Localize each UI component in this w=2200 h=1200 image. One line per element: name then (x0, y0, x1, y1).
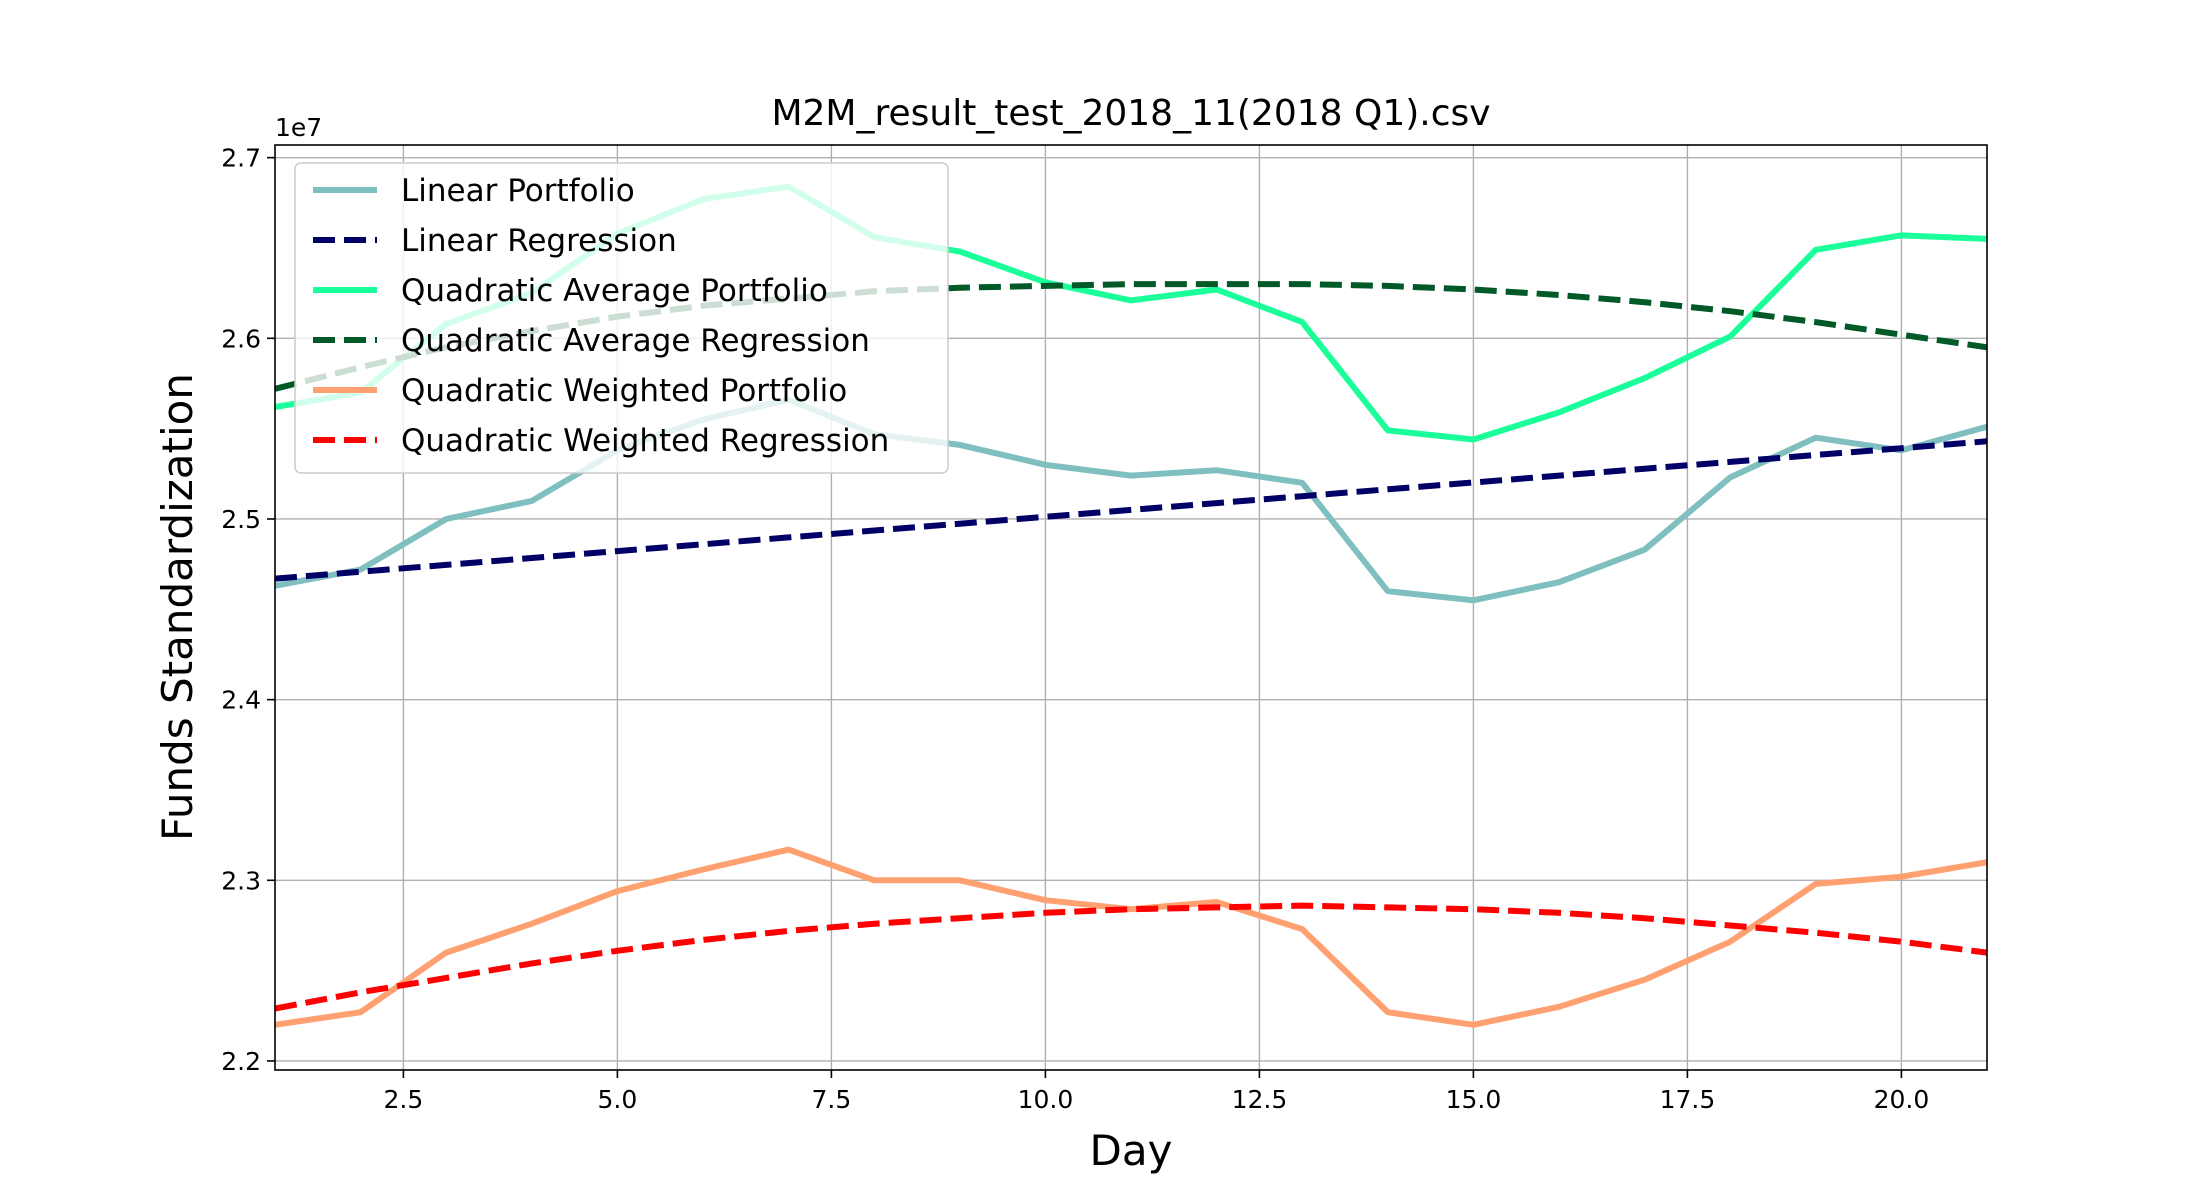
x-axis: 2.5 5.0 7.5 10.0 12.5 15.0 17.5 20.0 (384, 1070, 1930, 1114)
x-tick-label: 7.5 (812, 1085, 852, 1114)
y-tick-label: 2.4 (221, 686, 261, 715)
series-line-linear-portfolio (275, 396, 1987, 604)
legend: Linear Portfolio Linear Regression Quadrat… (294, 162, 949, 474)
series-line-quadratic-weighted-regression (275, 902, 1987, 1012)
series-line-quadratic-weighted-portfolio (275, 846, 1987, 1028)
legend-label: Quadratic Weighted Regression (401, 423, 889, 459)
x-tick-label: 20.0 (1874, 1085, 1930, 1114)
x-tick-label: 17.5 (1660, 1085, 1716, 1114)
y-axis-label: Funds Standardization (153, 373, 202, 841)
grid (275, 145, 1987, 1070)
x-tick-label: 10.0 (1018, 1085, 1074, 1114)
y-tick-label: 2.3 (221, 866, 261, 895)
legend-label: Quadratic Average Portfolio (401, 273, 828, 309)
series-line-linear-regression (275, 438, 1987, 582)
legend-label: Quadratic Weighted Portfolio (401, 373, 847, 409)
legend-label: Quadratic Average Regression (401, 323, 870, 359)
x-tick-label: 12.5 (1232, 1085, 1288, 1114)
y-tick-label: 2.7 (221, 144, 261, 173)
legend-label: Linear Portfolio (401, 173, 635, 209)
y-tick-label: 2.5 (221, 505, 261, 534)
y-tick-label: 2.6 (221, 324, 261, 353)
y-offset-label: 1e7 (275, 113, 322, 142)
y-tick-label: 2.2 (221, 1047, 261, 1076)
x-axis-label: Day (1090, 1126, 1173, 1175)
x-tick-label: 2.5 (384, 1085, 424, 1114)
legend-label: Linear Regression (401, 223, 677, 259)
x-tick-label: 5.0 (598, 1085, 638, 1114)
x-tick-label: 15.0 (1446, 1085, 1502, 1114)
legend-box (294, 162, 949, 474)
chart-title: M2M_result_test_2018_11(2018 Q1).csv (771, 93, 1490, 134)
plot-frame (274, 144, 1988, 1071)
y-axis: 2.2 2.3 2.4 2.5 2.6 2.7 (221, 144, 275, 1076)
